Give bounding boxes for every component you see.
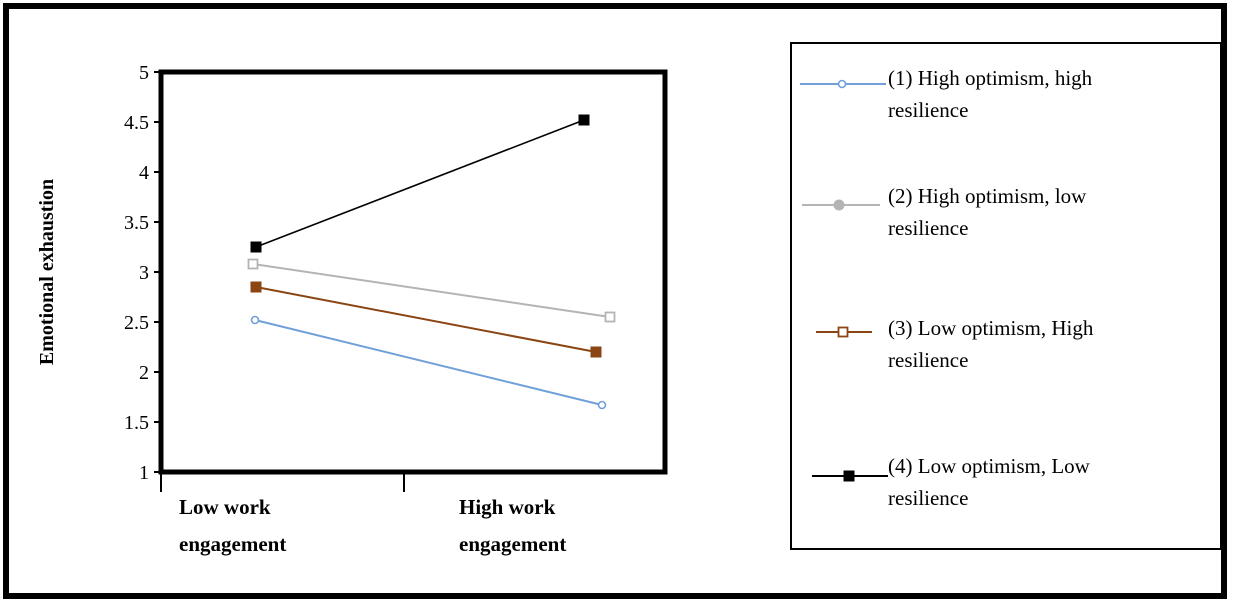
legend-symbol: [833, 199, 845, 211]
legend-entry-3-line-1: (3) Low optimism, High: [888, 316, 1094, 340]
legend-entry-4-line-1: (4) Low optimism, Low: [888, 454, 1090, 478]
y-tick-label: 1: [139, 462, 149, 484]
legend-entry-2: (2) High optimism, low resilience: [888, 180, 1188, 244]
legend-entry-1: (1) High optimism, high resilience: [888, 62, 1188, 126]
series-4-line: [255, 119, 585, 248]
x-tick-label: Low work: [179, 495, 271, 519]
data-point: [250, 315, 260, 325]
y-tick-label: 2: [139, 362, 149, 384]
x-tick-label: High work: [459, 495, 556, 519]
data-point: [250, 241, 262, 253]
legend-marker-1: [800, 79, 886, 89]
x-axis: Low work engagement High work engagement: [160, 472, 566, 556]
data-point: [247, 258, 259, 270]
legend-entry-3-line-2: resilience: [888, 348, 969, 372]
data-point: [597, 400, 607, 410]
series-3: [250, 281, 602, 358]
plot-area-border: [158, 69, 668, 475]
y-tick-label: 4.5: [124, 112, 149, 134]
y-tick-label: 4: [139, 162, 149, 184]
series-layer: [247, 114, 616, 410]
legend-symbol: [843, 470, 855, 482]
legend-entry-4: (4) Low optimism, Low resilience: [888, 450, 1188, 514]
data-point: [604, 311, 616, 323]
y-tick-label: 3.5: [124, 212, 149, 234]
legend-entry-1-line-2: resilience: [888, 98, 969, 122]
y-tick-label: 5: [139, 62, 149, 84]
legend-marker-2: [802, 199, 880, 211]
legend-symbol: [837, 79, 847, 89]
legend: (1) High optimism, high resilience (2) H…: [790, 42, 1222, 550]
legend-entry-4-line-2: resilience: [888, 486, 969, 510]
series-1-line: [254, 319, 603, 406]
y-tick-label: 3: [139, 262, 149, 284]
legend-entry-2-line-1: (2) High optimism, low: [888, 184, 1087, 208]
data-point: [590, 346, 602, 358]
y-tick-label: 2.5: [124, 312, 149, 334]
legend-marker-3: [816, 326, 872, 338]
x-tick-label: engagement: [459, 532, 566, 556]
series-4: [250, 114, 590, 253]
legend-entry-3: (3) Low optimism, High resilience: [888, 312, 1188, 376]
series-2-line: [252, 263, 611, 318]
legend-symbol: [837, 326, 849, 338]
legend-markers: [800, 79, 888, 482]
y-axis: 1 1.5 2 2.5 3 3.5 4 4.5 5: [124, 62, 161, 484]
legend-marker-4: [812, 470, 888, 482]
legend-entry-2-line-2: resilience: [888, 216, 969, 240]
series-2: [247, 258, 616, 323]
data-point: [250, 281, 262, 293]
legend-entry-1-line-1: (1) High optimism, high: [888, 66, 1093, 90]
series-1: [250, 315, 607, 410]
y-axis-label: Emotional exhaustion: [36, 179, 58, 365]
data-point: [578, 114, 590, 126]
x-tick-label: engagement: [179, 532, 286, 556]
y-tick-label: 1.5: [124, 412, 149, 434]
series-3-line: [255, 286, 597, 353]
